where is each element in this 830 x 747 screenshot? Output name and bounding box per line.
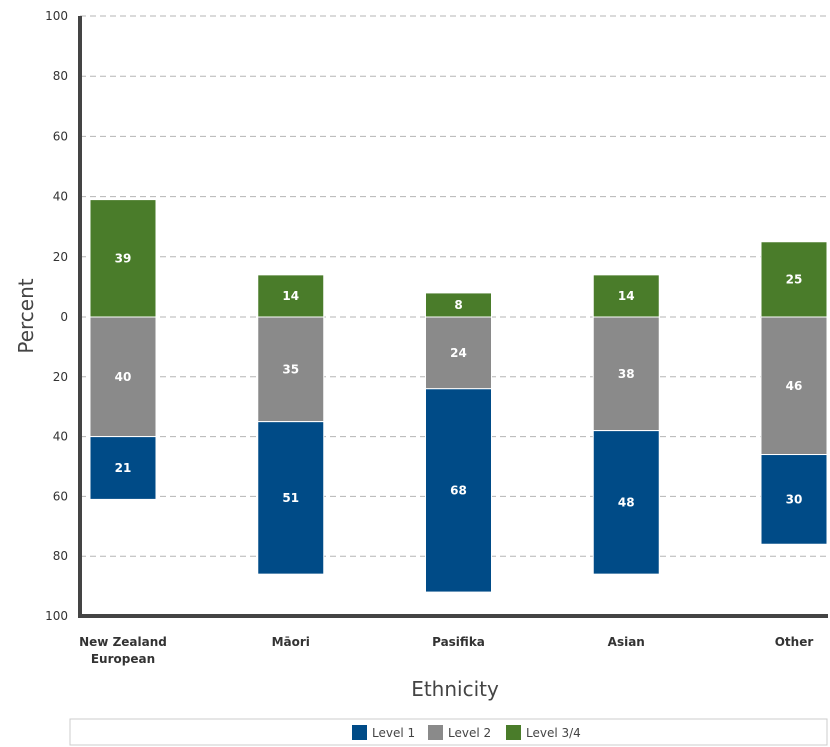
bar-segment [592,430,660,575]
y-tick-label: 20 [53,250,68,264]
bar-segment [425,316,492,390]
x-category-label: Other [775,635,814,649]
data-label: 14 [282,289,299,303]
x-category-label: Asian [608,635,645,649]
bar-segment [257,274,325,318]
x-category-label-line: Māori [272,635,310,649]
bar-segment [257,421,325,575]
bar-segment [89,199,157,318]
y-tick-label: 80 [53,549,68,563]
x-category-label-line: European [91,652,155,666]
legend-label: Level 3/4 [526,726,581,740]
bar-segment [89,316,157,438]
data-label: 14 [618,289,635,303]
data-label: 39 [115,251,132,265]
data-label: 38 [618,367,635,381]
x-axis-title: Ethnicity [411,677,499,701]
bar-segment [760,454,828,545]
x-category-label: New Zealand European [79,635,167,666]
y-tick-label: 40 [53,430,68,444]
data-label: 30 [786,492,803,506]
axes [78,16,828,618]
y-tick-label: 40 [53,190,68,204]
data-label: 68 [450,483,467,497]
y-tick-label: 60 [53,489,68,503]
x-category-label-line: Asian [608,635,645,649]
bar-segment [425,388,492,593]
bars: 39 40 21 14 35 51 8 24 68 14 38 48 25 46 30 [89,199,828,593]
bar-segment [592,316,660,432]
legend-swatch [506,725,521,740]
y-tick-label: 0 [60,310,68,324]
data-label: 48 [618,495,635,509]
x-category-label-line: New Zealand [79,635,167,649]
y-tick-label: 80 [53,69,68,83]
x-category-label-line: Other [775,635,814,649]
x-category-label: Pasifika [432,635,485,649]
data-label: 21 [115,461,132,475]
bar-segment [89,436,157,500]
legend-swatch [352,725,367,740]
data-label: 8 [454,298,462,312]
data-label: 51 [282,491,299,505]
data-label: 24 [450,346,467,360]
bar-segment [760,316,828,456]
y-tick-label: 60 [53,129,68,143]
legend-swatch [428,725,443,740]
legend-box [69,718,828,746]
bar-segment [425,292,492,318]
legend-label: Level 1 [372,726,415,740]
bar-segment [257,316,325,423]
x-axis-categories: New Zealand European Māori Pasifika Asian Oth… [79,635,813,666]
data-label: 25 [786,272,803,286]
y-axis-title: Percent [14,278,38,353]
legend-label: Level 2 [448,726,491,740]
x-category-label-line: Pasifika [432,635,485,649]
y-tick-label: 100 [45,609,68,623]
bar-segment [592,274,660,318]
y-axis-ticks: 100 80 60 40 20 0 20 40 60 80 100 [45,9,68,623]
x-category-label: Māori [272,635,310,649]
bar-segment [760,241,828,318]
data-label: 46 [786,379,803,393]
data-label: 35 [282,362,299,376]
y-tick-label: 100 [45,9,68,23]
data-label: 40 [115,370,132,384]
y-tick-label: 20 [53,370,68,384]
legend: Level 1 Level 2 Level 3/4 [69,718,828,746]
